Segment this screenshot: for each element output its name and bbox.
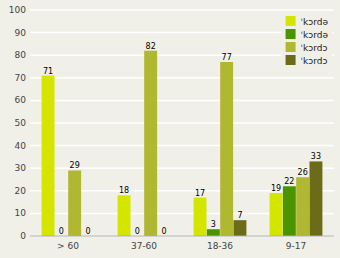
legend-swatch <box>286 29 296 39</box>
data-label: 71 <box>43 67 53 76</box>
grid-line <box>30 77 334 79</box>
legend-swatch <box>286 42 296 52</box>
chart-container: 0102030405060708090100711817190032229827… <box>0 0 340 258</box>
legend-swatch <box>286 55 296 65</box>
data-label: 33 <box>311 152 321 161</box>
grid-line <box>30 100 334 102</box>
data-label: 19 <box>271 184 281 193</box>
legend-label: ˈkɔrdɔ <box>301 56 328 66</box>
grid <box>30 10 334 236</box>
data-label: 0 <box>59 227 64 236</box>
y-tick-label: 20 <box>15 186 27 196</box>
legend-label: ˈkɔrdə <box>301 30 329 40</box>
chart: 0102030405060708090100711817190032229827… <box>0 0 340 258</box>
legend-label: ˈkɔrdɔ <box>301 43 328 53</box>
grid-line <box>30 122 334 124</box>
x-tick-label: > 60 <box>57 241 79 251</box>
data-label: 29 <box>70 161 80 170</box>
bar <box>42 76 55 236</box>
bar <box>194 198 207 236</box>
x-tick-label: 9-17 <box>286 241 306 251</box>
y-tick-label: 0 <box>20 231 26 241</box>
data-label: 82 <box>146 42 156 51</box>
bar <box>220 62 233 236</box>
y-tick-label: 90 <box>15 28 27 38</box>
data-label: 18 <box>119 186 129 195</box>
x-tick-label: 37-60 <box>131 241 157 251</box>
data-label: 0 <box>161 227 166 236</box>
legend-background <box>282 12 332 69</box>
background <box>0 0 340 258</box>
data-label: 0 <box>135 227 140 236</box>
bar <box>144 51 157 236</box>
data-label: 17 <box>195 189 205 198</box>
grid-line <box>30 9 334 11</box>
x-axis-line <box>30 236 334 237</box>
data-label: 26 <box>298 168 308 177</box>
y-tick-label: 60 <box>15 95 27 105</box>
bar <box>207 229 220 236</box>
y-tick-label: 40 <box>15 141 27 151</box>
data-label: 3 <box>211 220 216 229</box>
y-tick-label: 10 <box>15 208 27 218</box>
data-label: 77 <box>222 53 232 62</box>
legend: ˈkɔrdə ˈkɔrdə ˈkɔrdɔ ˈkɔrdɔ <box>282 12 332 69</box>
bars <box>42 51 323 236</box>
bar <box>309 161 322 236</box>
legend-label: ˈkɔrdə <box>301 17 329 27</box>
y-tick-label: 100 <box>9 5 26 15</box>
bar <box>118 195 131 236</box>
grid-line <box>30 145 334 147</box>
y-tick-label: 70 <box>15 73 27 83</box>
bar <box>283 186 296 236</box>
bar <box>68 170 81 236</box>
y-tick-label: 50 <box>15 118 27 128</box>
legend-swatch <box>286 16 296 26</box>
y-tick-label: 30 <box>15 163 27 173</box>
data-label: 7 <box>237 211 242 220</box>
bar <box>270 193 283 236</box>
data-labels: 71 18 17 19 0 0 3 22 29 82 77 26 0 0 7 33 <box>43 42 321 236</box>
data-label: 0 <box>85 227 90 236</box>
bar <box>233 220 246 236</box>
y-tick-label: 80 <box>15 50 27 60</box>
bar <box>296 177 309 236</box>
x-tick-label: 18-36 <box>207 241 233 251</box>
data-label: 22 <box>284 177 294 186</box>
